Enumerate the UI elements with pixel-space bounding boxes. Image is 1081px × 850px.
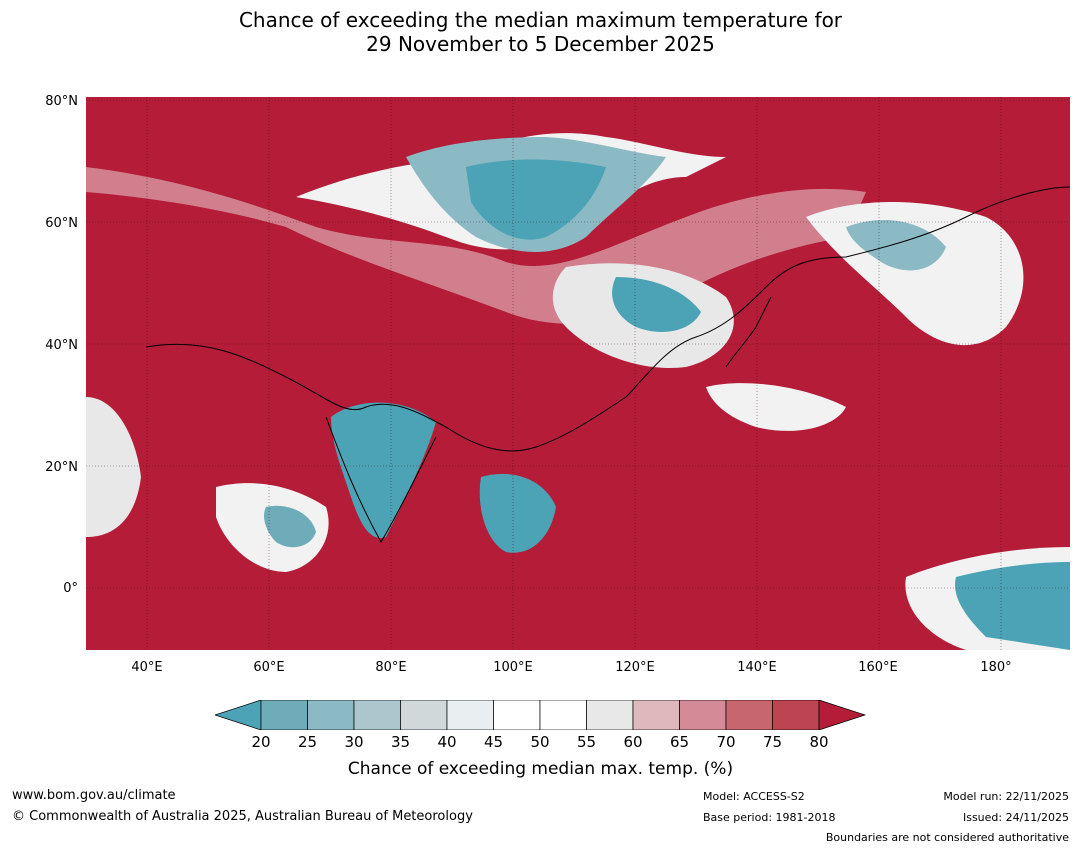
lon-label-100e: 100°E [493, 660, 533, 675]
colorbar-segment [493, 699, 541, 731]
colorbar-tick-label: 45 [483, 733, 504, 751]
colorbar-label: Chance of exceeding median max. temp. (%… [347, 759, 734, 779]
colorbar-svg [213, 699, 867, 731]
lon-label-160e: 160°E [858, 660, 898, 675]
colorbar-tick-label: 80 [809, 733, 829, 751]
footer-disclaimer: Boundaries are not considered authoritat… [825, 831, 1069, 844]
colorbar-segment [446, 699, 494, 731]
siberia-cool-core [466, 159, 606, 240]
colorbar-tick-label: 60 [623, 733, 643, 751]
east-siberia-cool [846, 219, 946, 271]
lon-label-180: 180° [980, 660, 1012, 675]
lat-label-40n: 40°N [45, 338, 78, 353]
colorbar-tick-label: 30 [344, 733, 364, 751]
arabian-sea-cool [264, 505, 316, 548]
colorbar-tick-label: 55 [576, 733, 597, 751]
colorbar-tick-label: 35 [390, 733, 411, 751]
lat-label-20n: 20°N [45, 460, 78, 475]
lon-label-80e: 80°E [375, 660, 407, 675]
colorbar-tick-label: 20 [251, 733, 271, 751]
west-pacific-white [706, 383, 846, 431]
map-svg [86, 97, 1070, 650]
colorbar-tick-label: 65 [669, 733, 690, 751]
colorbar-tick-label: 40 [437, 733, 457, 751]
footer-base-period: Base period: 1981-2018 [703, 811, 836, 824]
coastline-india [325, 416, 437, 543]
lat-label-80n: 80°N [45, 94, 78, 109]
india-cool [331, 402, 436, 538]
lat-label-60n: 60°N [45, 216, 78, 231]
lon-label-60e: 60°E [253, 660, 285, 675]
colorbar-segment [632, 699, 680, 731]
colorbar-tick-label: 70 [716, 733, 736, 751]
colorbar-tick-label: 75 [762, 733, 783, 751]
coastline-japan [725, 296, 772, 368]
colorbar-tick-label: 25 [297, 733, 318, 751]
arabia-white [86, 397, 141, 537]
colorbar-arrow-low [213, 699, 262, 731]
colorbar-segment [307, 699, 355, 731]
colorbar-arrow-high [818, 699, 867, 731]
map-grid [86, 97, 1070, 650]
colorbar-segment [679, 699, 727, 731]
footer-model: Model: ACCESS-S2 [703, 790, 805, 803]
lon-label-140e: 140°E [737, 660, 777, 675]
colorbar-segment [539, 699, 587, 731]
lon-label-40e: 40°E [131, 660, 163, 675]
footer-website: www.bom.gov.au/climate [12, 788, 176, 803]
pacific-cool [955, 562, 1070, 650]
mongolia-china-cool-core [612, 277, 701, 332]
footer-model-run: Model run: 22/11/2025 [943, 790, 1069, 803]
colorbar-segment [260, 699, 308, 731]
lat-label-0: 0° [63, 581, 78, 596]
chart-title: Chance of exceeding the median maximum t… [0, 8, 1081, 56]
footer-issued: Issued: 24/11/2025 [962, 811, 1069, 824]
title-line-1: Chance of exceeding the median maximum t… [238, 8, 843, 32]
lon-label-120e: 120°E [615, 660, 655, 675]
probability-map [86, 97, 1070, 650]
colorbar-segment [353, 699, 401, 731]
title-line-2: 29 November to 5 December 2025 [366, 32, 715, 56]
colorbar-segment [772, 699, 820, 731]
footer-copyright: © Commonwealth of Australia 2025, Austra… [12, 809, 473, 824]
coastline-asia [145, 186, 1070, 452]
southeast-asia-cool [479, 473, 556, 553]
colorbar-segment [586, 699, 634, 731]
colorbar-segment [725, 699, 773, 731]
colorbar-segment [400, 699, 448, 731]
colorbar [213, 699, 867, 734]
colorbar-tick-label: 50 [530, 733, 550, 751]
